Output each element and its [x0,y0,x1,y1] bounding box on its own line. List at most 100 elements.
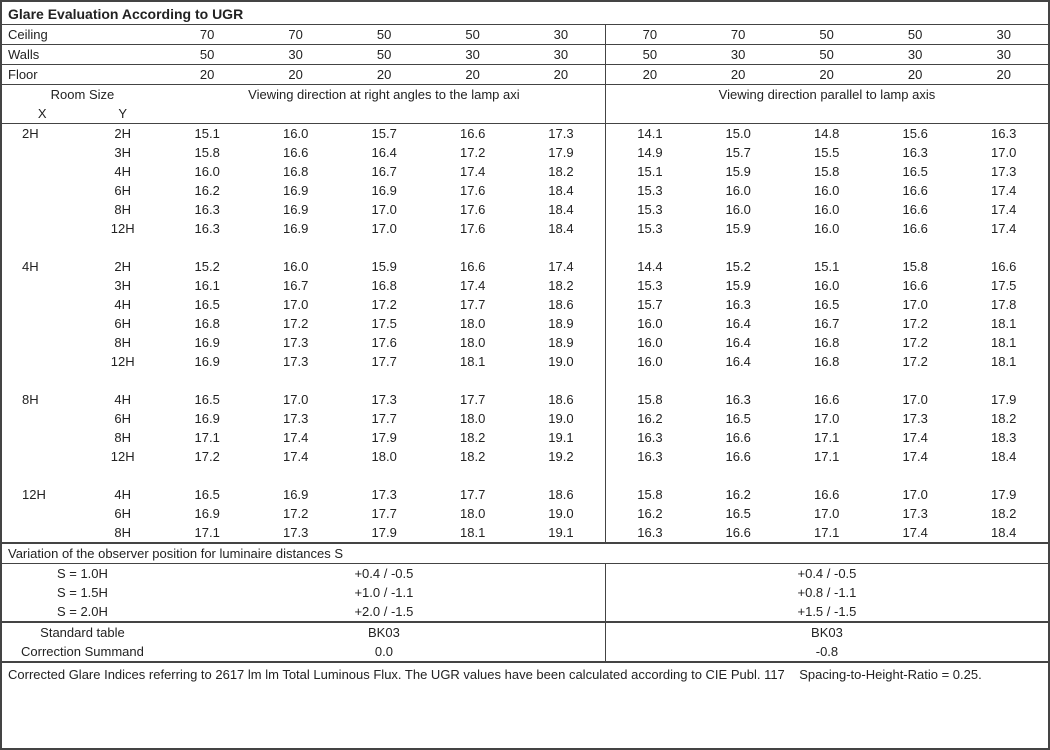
ugr-val: 18.1 [959,333,1048,352]
corr-left: 0.0 [163,642,606,661]
room-y: 2H [82,124,162,144]
ugr-val: 16.9 [251,485,340,504]
ugr-val: 17.4 [959,181,1048,200]
ugr-val: 16.0 [251,257,340,276]
room-y-hdr: Y [82,104,162,124]
room-x: 8H [2,390,82,409]
variation-left: +0.4 / -0.5 [163,564,606,584]
ugr-val: 16.7 [251,276,340,295]
ugr-val: 17.3 [251,523,340,543]
ugr-val: 15.8 [871,257,960,276]
ugr-table: Ceiling70705050307070505030Walls50305030… [2,25,1048,661]
refl-val: 70 [694,25,783,45]
variation-right: +0.8 / -1.1 [605,583,1048,602]
refl-val: 70 [163,25,252,45]
refl-val: 50 [340,25,429,45]
ugr-val: 16.0 [605,333,694,352]
room-x [2,295,82,314]
ugr-val: 18.4 [959,447,1048,466]
ugr-val: 18.6 [517,295,606,314]
ugr-val: 17.4 [428,276,517,295]
ugr-val: 15.3 [605,276,694,295]
ugr-val: 16.8 [782,352,871,371]
ugr-val: 16.6 [694,428,783,447]
std-left: BK03 [163,622,606,642]
ugr-val: 17.7 [428,390,517,409]
ugr-val: 18.2 [959,409,1048,428]
ugr-val: 16.3 [694,295,783,314]
refl-label: Walls [2,45,163,65]
ugr-val: 18.4 [517,200,606,219]
ugr-val: 17.3 [251,352,340,371]
ugr-val: 16.7 [340,162,429,181]
variation-right: +0.4 / -0.5 [605,564,1048,584]
refl-val: 20 [517,65,606,85]
ugr-val: 17.2 [163,447,252,466]
ugr-val: 17.2 [251,314,340,333]
ugr-val: 15.8 [605,390,694,409]
ugr-val: 18.2 [959,504,1048,523]
ugr-val: 14.8 [782,124,871,144]
ugr-val: 14.4 [605,257,694,276]
room-x [2,352,82,371]
ugr-val: 17.4 [428,162,517,181]
ugr-val: 18.9 [517,314,606,333]
ugr-val: 16.6 [871,200,960,219]
ugr-val: 16.0 [605,352,694,371]
refl-val: 20 [605,65,694,85]
refl-label: Floor [2,65,163,85]
room-x: 2H [2,124,82,144]
ugr-val: 16.3 [605,428,694,447]
refl-val: 20 [871,65,960,85]
ugr-val: 17.0 [871,295,960,314]
ugr-val: 16.0 [163,162,252,181]
ugr-val: 15.2 [163,257,252,276]
ugr-val: 16.3 [163,200,252,219]
ugr-val: 17.0 [782,409,871,428]
ugr-val: 18.0 [428,333,517,352]
room-y: 4H [82,162,162,181]
ugr-val: 16.3 [871,143,960,162]
ugr-val: 18.6 [517,390,606,409]
ugr-val: 17.6 [428,181,517,200]
refl-val: 50 [428,25,517,45]
ugr-val: 15.3 [605,181,694,200]
refl-val: 50 [340,45,429,65]
refl-val: 20 [163,65,252,85]
room-y: 8H [82,523,162,543]
ugr-val: 15.7 [694,143,783,162]
ugr-val: 19.1 [517,428,606,447]
ugr-val: 17.6 [340,333,429,352]
ugr-val: 18.2 [517,162,606,181]
ugr-val: 15.9 [694,276,783,295]
ugr-val: 16.6 [782,390,871,409]
ugr-val: 17.1 [782,447,871,466]
ugr-val: 17.2 [871,352,960,371]
dir-right-hdr: Viewing direction parallel to lamp axis [605,85,1048,105]
refl-val: 30 [428,45,517,65]
ugr-val: 17.1 [163,428,252,447]
refl-val: 20 [251,65,340,85]
ugr-val: 16.9 [340,181,429,200]
ugr-val: 17.0 [871,390,960,409]
ugr-val: 16.8 [340,276,429,295]
ugr-val: 16.0 [251,124,340,144]
ugr-val: 17.0 [782,504,871,523]
room-y: 4H [82,390,162,409]
variation-s: S = 1.5H [2,583,163,602]
room-x [2,143,82,162]
room-y: 12H [82,352,162,371]
ugr-val: 15.9 [694,219,783,238]
std-label: Standard table [2,622,163,642]
ugr-val: 17.9 [340,523,429,543]
ugr-val: 16.3 [959,124,1048,144]
room-y: 4H [82,295,162,314]
refl-val: 20 [782,65,871,85]
ugr-val: 16.6 [694,523,783,543]
room-y: 12H [82,447,162,466]
ugr-val: 15.1 [605,162,694,181]
room-y: 3H [82,276,162,295]
ugr-val: 17.6 [428,219,517,238]
ugr-val: 15.3 [605,200,694,219]
ugr-val: 17.1 [782,523,871,543]
